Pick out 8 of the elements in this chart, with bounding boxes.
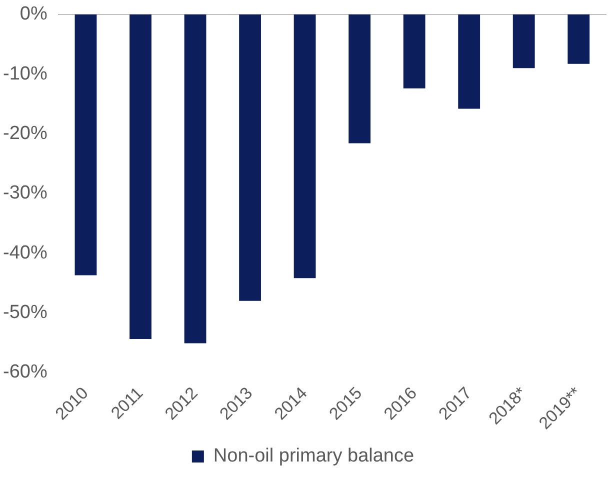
y-tick-label: -30%: [2, 182, 48, 204]
y-tick-label: 0%: [20, 4, 48, 25]
y-tick-label: -10%: [2, 63, 48, 84]
y-tick-label: -50%: [2, 302, 48, 324]
y-tick-label: -20%: [2, 122, 48, 144]
y-tick-label: -40%: [2, 242, 48, 264]
legend-label: Non-oil primary balance: [213, 446, 414, 467]
y-tick-label: -60%: [2, 362, 48, 383]
